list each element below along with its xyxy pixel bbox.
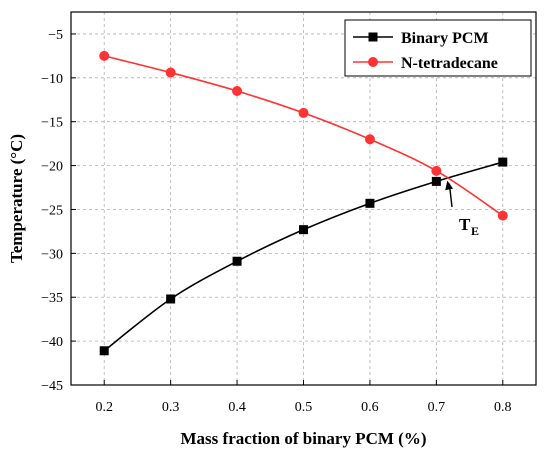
x-tick-label: 0.2 (95, 400, 113, 415)
axis-ticks: 0.2 0.3 0.4 0.5 0.6 0.7 0.8 −45 −40 −35 −30 −25 −20 −… (41, 28, 511, 415)
x-tick-label: 0.4 (228, 400, 246, 415)
data-point (232, 85, 243, 96)
data-point (166, 294, 176, 304)
y-tick-label: −5 (48, 28, 63, 43)
y-tick-label: −35 (41, 291, 63, 306)
y-tick-label: −30 (41, 247, 63, 262)
data-point (99, 50, 110, 61)
data-point (498, 157, 508, 167)
data-point (364, 134, 375, 145)
y-tick-label: −10 (41, 72, 63, 87)
x-axis-title: Mass fraction of binary PCM (%) (181, 429, 427, 448)
data-point (299, 225, 308, 235)
series-line-binary-pcm (103, 161, 504, 352)
legend-label: N-tetradecane (401, 55, 498, 72)
y-tick-label: −20 (41, 160, 63, 175)
x-tick-label: 0.8 (494, 400, 512, 415)
data-point (365, 198, 375, 208)
y-tick-label: −45 (41, 379, 63, 394)
data-point (298, 107, 309, 118)
legend-label: Binary PCM (401, 30, 489, 47)
legend-box (344, 19, 532, 77)
x-tick-label: 0.7 (428, 400, 446, 415)
y-tick-label: −15 (41, 116, 63, 131)
y-axis-title: Temperature (°C) (7, 134, 26, 263)
data-point (431, 165, 442, 176)
data-point (497, 210, 508, 221)
series-n-tetradecane (99, 50, 508, 221)
y-tick-label: −25 (41, 203, 63, 218)
legend-entry-n-tetradecane: N-tetradecane (353, 55, 498, 72)
x-tick-label: 0.5 (295, 400, 313, 415)
data-point (165, 67, 176, 78)
data-point (99, 346, 109, 356)
legend-marker (368, 32, 378, 42)
legend-marker (368, 57, 378, 67)
x-tick-label: 0.3 (162, 400, 180, 415)
series-layer (99, 50, 508, 356)
data-point (431, 176, 441, 186)
annotation-subscript: E (471, 224, 479, 238)
y-tick-label: −40 (41, 335, 63, 350)
annotation-label: T (459, 215, 471, 234)
legend-entries: Binary PCM N-tetradecane (353, 30, 498, 72)
legend: Binary PCM N-tetradecane (344, 19, 532, 77)
series-binary-pcm (99, 157, 508, 356)
annotation-arrow-head (445, 180, 454, 191)
legend-entry-binary-pcm: Binary PCM (353, 30, 489, 47)
data-point (232, 256, 242, 266)
x-tick-label: 0.6 (361, 400, 379, 415)
